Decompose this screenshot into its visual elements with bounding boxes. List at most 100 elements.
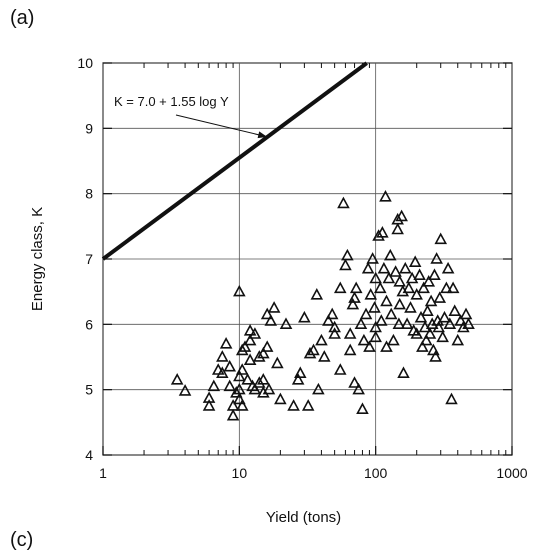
data-point — [392, 317, 406, 330]
data-point — [380, 340, 393, 352]
data-point — [376, 226, 389, 238]
data-point — [383, 248, 397, 261]
data-point — [226, 399, 240, 411]
data-point — [337, 196, 350, 209]
fit-line — [101, 61, 368, 261]
y-tick-label: 6 — [85, 316, 93, 332]
data-point — [410, 327, 423, 339]
data-point — [369, 271, 382, 284]
data-point — [322, 314, 335, 326]
data-point — [356, 402, 369, 415]
data-point — [393, 275, 406, 287]
data-point — [343, 343, 357, 356]
data-point — [387, 333, 400, 346]
data-point — [339, 258, 352, 271]
data-point — [301, 399, 315, 411]
data-point — [318, 350, 331, 362]
y-axis: 4 5 6 7 8 9 10 — [77, 55, 512, 463]
data-point — [352, 382, 365, 395]
data-point — [202, 399, 216, 411]
data-point — [429, 350, 442, 362]
data-point — [443, 317, 457, 330]
data-point — [226, 408, 240, 421]
data-point — [271, 356, 284, 369]
data-point — [438, 310, 451, 323]
data-point — [391, 222, 404, 235]
data-point — [235, 343, 249, 356]
data-point — [369, 330, 382, 343]
data-point — [410, 288, 423, 300]
data-point — [430, 252, 443, 264]
data-point — [248, 327, 262, 339]
data-point — [312, 382, 325, 395]
data-point — [223, 359, 237, 372]
data-point — [315, 333, 328, 346]
data-point — [402, 281, 416, 294]
data-point — [380, 294, 393, 307]
data-point — [451, 333, 465, 346]
data-point — [389, 265, 402, 277]
data-point — [357, 333, 371, 346]
data-point — [454, 314, 467, 326]
data-point — [423, 327, 437, 339]
data-point — [216, 366, 229, 379]
annotation-arrow — [175, 114, 268, 138]
data-point — [440, 281, 453, 294]
x-tick-label: 1 — [99, 465, 107, 481]
data-point — [248, 382, 262, 395]
data-point — [421, 304, 434, 317]
data-point — [325, 307, 339, 320]
data-point — [434, 232, 448, 245]
data-point — [348, 376, 361, 388]
data-point — [233, 284, 246, 297]
data-point — [257, 386, 270, 398]
data-point — [230, 386, 243, 398]
data-point — [257, 373, 270, 385]
data-point — [393, 297, 406, 310]
data-point — [241, 373, 254, 385]
data-point — [264, 314, 278, 326]
data-point — [375, 314, 388, 326]
data-point — [294, 366, 307, 379]
data-point — [348, 291, 361, 303]
data-point — [233, 369, 246, 382]
data-point — [408, 255, 422, 268]
data-point — [243, 353, 257, 366]
y-tick-label: 9 — [85, 120, 93, 136]
data-point — [216, 350, 229, 362]
data-point — [432, 320, 445, 333]
data-points — [170, 190, 475, 421]
data-point — [310, 288, 324, 300]
data-point — [441, 261, 455, 274]
data-point — [346, 297, 360, 310]
data-point — [274, 392, 287, 405]
data-point — [328, 327, 341, 339]
x-tick-label: 100 — [364, 465, 388, 481]
data-point — [414, 310, 428, 323]
data-point — [400, 317, 414, 330]
x-axis: 1 10 100 1000 — [99, 446, 528, 481]
data-point — [252, 376, 266, 388]
annotation-arrowhead — [257, 131, 268, 139]
data-point — [379, 190, 392, 202]
data-point — [364, 288, 378, 300]
data-point — [462, 317, 475, 330]
data-point — [446, 281, 460, 294]
data-point — [395, 209, 408, 222]
data-point — [419, 333, 433, 346]
data-point — [235, 399, 249, 411]
data-point — [354, 317, 368, 330]
data-point — [417, 281, 430, 294]
data-point — [363, 340, 376, 352]
data-point — [178, 384, 192, 396]
data-point — [425, 317, 439, 330]
data-point — [219, 337, 233, 349]
data-point — [279, 317, 293, 330]
data-point — [328, 320, 341, 333]
data-point — [422, 275, 436, 287]
data-point — [359, 307, 373, 320]
y-tick-label: 10 — [77, 55, 93, 71]
x-tick-label: 10 — [232, 465, 248, 481]
data-point — [377, 261, 391, 274]
data-point — [373, 281, 387, 294]
